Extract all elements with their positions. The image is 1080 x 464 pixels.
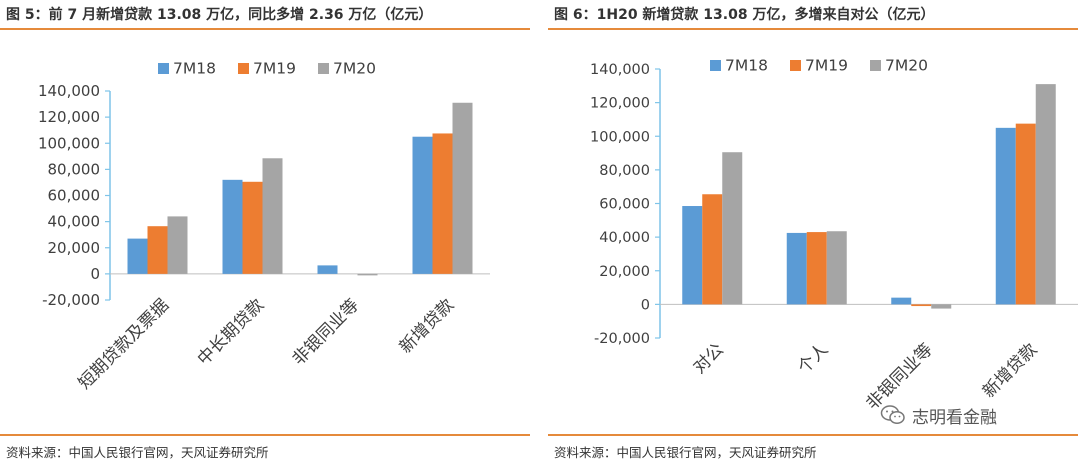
y-tick-label: 140,000	[590, 62, 650, 78]
bar-7M19-2	[806, 232, 827, 305]
y-tick-label: 80,000	[48, 160, 101, 178]
category-label: 个人	[794, 340, 832, 378]
category-label: 短期贷款及票据	[75, 295, 173, 393]
bar-7M18-3	[891, 297, 912, 305]
figure-5-title: 图 5：前 7 月新增贷款 13.08 万亿，同比多增 2.36 万亿（亿元）	[6, 7, 433, 23]
legend-label: 7M20	[333, 60, 376, 78]
y-tick-label: 60,000	[48, 187, 101, 205]
bar-7M18-2	[222, 179, 243, 274]
bar-7M20-3	[357, 273, 378, 276]
bar-7M20-4	[1035, 84, 1056, 305]
bar-7M19-3	[911, 304, 932, 307]
bar-7M19-1	[147, 226, 168, 274]
y-tick-label: -20,000	[594, 331, 650, 347]
y-tick-label: 0	[90, 265, 100, 283]
figure-6-title: 图 6：1H20 新增贷款 13.08 万亿，多增来自对公（亿元）	[554, 7, 935, 23]
legend-label: 7M18	[725, 57, 768, 75]
figure-6-chart: -20,000 0 20,000 40,000 60,000 80,000 100,000 1…	[590, 57, 1078, 414]
category-label: 非银同业等	[289, 295, 363, 369]
figure-5-source: 资料来源：中国人民银行官网，天风证券研究所	[6, 445, 269, 460]
y-tick-label: 140,000	[38, 82, 100, 100]
watermark-text: 志明看金融	[912, 407, 997, 428]
y-tick-label: 100,000	[590, 129, 650, 145]
bar-7M20-1	[167, 216, 188, 274]
bar-7M19-2	[242, 181, 263, 274]
bar-7M18-2	[786, 232, 807, 305]
bar-7M19-4	[1015, 123, 1036, 305]
bar-7M18-4	[412, 136, 433, 274]
category-label: 新增贷款	[979, 340, 1041, 402]
bar-7M18-1	[127, 238, 148, 274]
figure-5-panel: 图 5：前 7 月新增贷款 13.08 万亿，同比多增 2.36 万亿（亿元） …	[0, 0, 530, 464]
bar-7M20-1	[722, 152, 743, 305]
bar-7M18-1	[682, 206, 703, 305]
y-tick-label: 100,000	[38, 134, 100, 152]
category-label: 中长期贷款	[194, 295, 268, 369]
legend-swatch	[238, 63, 249, 74]
y-tick-label: 20,000	[48, 239, 101, 257]
legend-label: 7M18	[173, 60, 216, 78]
y-tick-label: 0	[641, 297, 650, 313]
bar-7M20-4	[452, 102, 473, 274]
title-divider	[548, 28, 1078, 30]
y-tick-label: 40,000	[599, 230, 650, 246]
legend-swatch	[870, 60, 881, 71]
y-tick-label: 20,000	[599, 264, 650, 280]
figure-5-chart: -20,000 0 20,000 40,000 60,000 80,000 100,000 1…	[38, 60, 490, 394]
y-tick-label: 60,000	[599, 197, 650, 213]
title-divider	[0, 28, 530, 30]
wechat-icon	[880, 405, 905, 425]
bar-7M19-4	[432, 133, 453, 274]
y-tick-label: 40,000	[48, 213, 101, 231]
category-label: 新增贷款	[396, 295, 458, 357]
y-tick-label: 120,000	[38, 108, 100, 126]
legend-swatch	[158, 63, 169, 74]
bar-7M18-3	[317, 265, 338, 274]
figure-6-panel: 图 6：1H20 新增贷款 13.08 万亿，多增来自对公（亿元） -20,00…	[548, 0, 1078, 464]
legend-swatch	[318, 63, 329, 74]
bar-7M20-2	[262, 158, 283, 274]
watermark: 志明看金融	[880, 402, 997, 428]
y-tick-label: 80,000	[599, 163, 650, 179]
figure-6-source: 资料来源：中国人民银行官网，天风证券研究所	[554, 445, 817, 460]
legend-label: 7M20	[885, 57, 928, 75]
source-divider	[0, 434, 530, 436]
legend-swatch	[790, 60, 801, 71]
bar-7M18-4	[995, 127, 1016, 305]
category-label: 对公	[690, 340, 728, 378]
bar-7M20-2	[826, 231, 847, 305]
source-divider	[548, 434, 1078, 436]
bar-7M20-3	[931, 304, 952, 309]
legend-label: 7M19	[253, 60, 296, 78]
legend-label: 7M19	[805, 57, 848, 75]
y-tick-label: 120,000	[590, 96, 650, 112]
y-tick-label: -20,000	[42, 291, 100, 309]
bar-7M19-1	[702, 194, 723, 305]
legend-swatch	[710, 60, 721, 71]
